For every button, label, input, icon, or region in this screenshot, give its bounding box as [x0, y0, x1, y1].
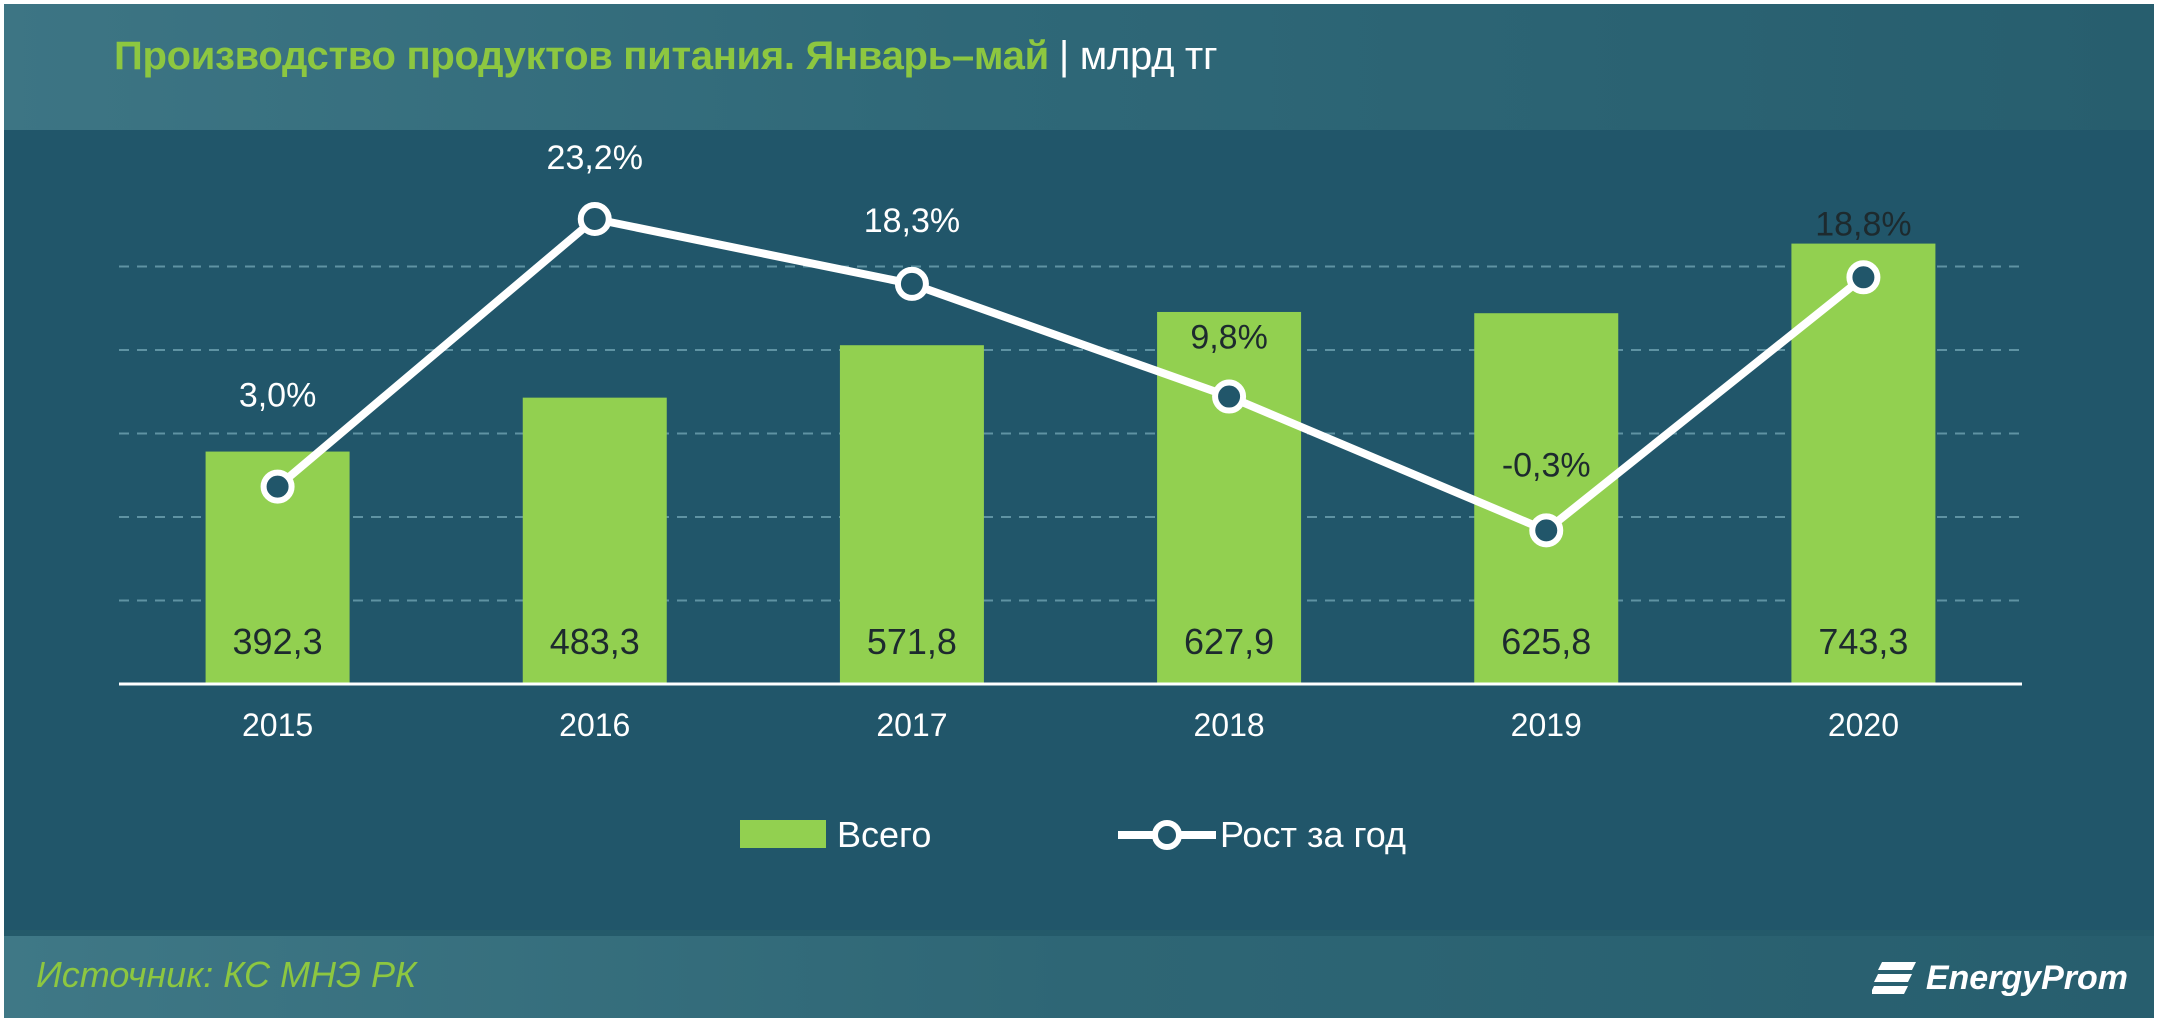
growth-marker [894, 266, 929, 301]
footer-bar: Источник: КС МНЭ РК EnergyProm [4, 936, 2154, 1018]
logo-mark-icon [1871, 962, 1916, 994]
title-bar: Производство продуктов питания. Январь–м… [4, 4, 2154, 130]
legend-swatch-marker [1152, 820, 1182, 850]
growth-label: 23,2% [547, 139, 643, 177]
gridlines [119, 265, 2022, 602]
legend-swatch-bar [740, 820, 826, 848]
growth-label: 18,8% [1815, 205, 1911, 243]
chart-title-main: Производство продуктов питания. Январь–м… [114, 34, 1049, 78]
x-tick-label: 2016 [559, 707, 630, 743]
bars [205, 243, 1936, 684]
chart-title: Производство продуктов питания. Январь–м… [114, 34, 1218, 79]
bar [1157, 311, 1302, 684]
growth-label: 9,8% [1190, 319, 1268, 357]
source-note: Источник: КС МНЭ РК [36, 954, 417, 995]
growth-label: -0,3% [1502, 446, 1591, 484]
growth-markers [260, 202, 1881, 548]
growth-line-path [273, 215, 1868, 535]
logo-text: EnergyProm [1925, 958, 2128, 997]
growth-marker [577, 202, 612, 236]
bar [522, 397, 667, 684]
bar-value-label: 627,9 [1184, 621, 1274, 662]
x-tick-label: 2017 [876, 707, 947, 743]
bar [1474, 313, 1619, 684]
bar-value-label: 625,8 [1501, 621, 1591, 662]
growth-labels: 3,0% 23,2% 18,3% 9,8% -0,3% 18,8% [239, 139, 1912, 484]
growth-marker [1529, 513, 1564, 548]
x-tick-label: 2018 [1193, 707, 1264, 743]
energyprom-logo: EnergyProm [1871, 956, 2128, 1000]
bar-value-label: 483,3 [550, 621, 640, 662]
bar-value-label: 392,3 [233, 621, 323, 662]
growth-label: 3,0% [239, 377, 317, 415]
bar-value-label: 743,3 [1818, 621, 1908, 662]
x-tick-label: 2020 [1828, 707, 1899, 743]
growth-line [273, 215, 1868, 535]
chart-title-unit: | млрд тг [1058, 34, 1218, 78]
bar-value-labels: 392,3 483,3 571,8 627,9 625,8 743,3 [233, 621, 1909, 662]
x-tick-label: 2019 [1511, 707, 1582, 743]
legend: Всего Рост за год [740, 814, 1406, 855]
growth-label: 18,3% [864, 202, 960, 240]
growth-marker [260, 469, 295, 504]
growth-marker [1846, 260, 1881, 295]
x-tick-label: 2015 [242, 707, 313, 743]
chart-svg: 392,3 483,3 571,8 627,9 625,8 743,3 2015 2016 2… [119, 139, 2022, 855]
bar [839, 345, 984, 684]
chart-frame: Производство продуктов питания. Январь–м… [4, 4, 2154, 1018]
x-tick-labels: 2015 2016 2017 2018 2019 2020 [242, 707, 1899, 743]
growth-marker [1212, 379, 1247, 414]
legend-label-total: Всего [837, 814, 931, 855]
legend-label-growth: Рост за год [1220, 814, 1406, 855]
bar-value-label: 571,8 [867, 621, 957, 662]
bar [1791, 243, 1936, 684]
